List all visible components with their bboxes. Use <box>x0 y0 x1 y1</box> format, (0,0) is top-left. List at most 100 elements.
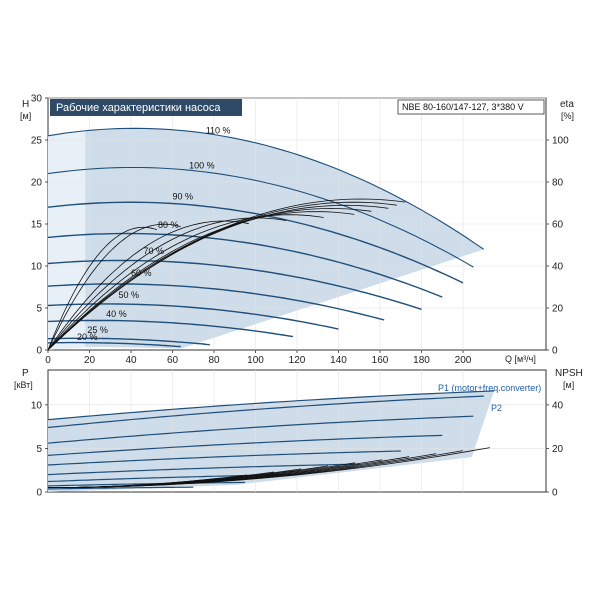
power-y-right-unit: [м] <box>563 380 574 390</box>
power-y-tick-label: 0 <box>36 488 42 499</box>
y-right-tick-label: 20 <box>552 304 564 315</box>
y-tick-label: 30 <box>31 94 43 105</box>
efficiency-curve <box>47 220 249 351</box>
y-right-label: eta <box>560 99 574 110</box>
title-box <box>50 99 242 116</box>
y-right-tick-label: 40 <box>552 262 564 273</box>
x-tick-label: 180 <box>413 355 430 366</box>
y-tick-label: 0 <box>36 346 42 357</box>
x-tick-label: 200 <box>455 355 472 366</box>
power-y-tick-label: 5 <box>36 444 42 455</box>
efficiency-curves <box>47 198 406 351</box>
speed-labels: 110 % 100 % 90 % 80 % 70 % 60 % 50 % 40 % 25 %20… <box>77 125 231 342</box>
power-y-tick-label: 10 <box>31 400 43 411</box>
power-y-right-tick-label: 40 <box>552 400 564 411</box>
speed-label: 40 % <box>106 309 127 319</box>
y-right-tick-label: 0 <box>552 346 558 357</box>
x-tick-label: 120 <box>289 355 306 366</box>
npsh-curves <box>48 447 491 488</box>
power-envelope-area <box>48 390 495 492</box>
efficiency-curve <box>47 211 355 351</box>
power-y-left-label: P <box>22 368 29 379</box>
efficiency-curve <box>47 223 181 351</box>
y-left-label: H <box>22 99 29 110</box>
y-right-unit: [%] <box>561 111 574 121</box>
x-tick-label: 80 <box>208 355 220 366</box>
x-tick-label: 20 <box>84 355 96 366</box>
speed-label: 60 % <box>131 268 152 278</box>
speed-label: 90 % <box>173 192 194 202</box>
power-curve <box>47 390 495 421</box>
power-y-right-label: NPSH <box>555 368 583 379</box>
x-axis-label: Q [м³/ч] <box>505 354 536 364</box>
power-y-left-ticks: 0 5 10 <box>31 400 48 499</box>
x-tick-label: 100 <box>247 355 264 366</box>
power-curve <box>47 395 484 429</box>
x-tick-label: 60 <box>167 355 179 366</box>
head-curve <box>47 319 294 338</box>
x-tick-label: 40 <box>125 355 137 366</box>
head-envelope-area <box>48 128 484 349</box>
power-y-right-ticks: 0 20 40 <box>546 400 564 499</box>
power-envelope-fill <box>48 390 495 492</box>
y-tick-label: 5 <box>36 304 42 315</box>
speed-label: 100 % <box>189 161 215 171</box>
speed-label: 70 % <box>143 246 164 256</box>
y-right-tick-label: 60 <box>552 220 564 231</box>
efficiency-curve <box>47 204 389 351</box>
power-curve <box>48 486 194 490</box>
x-ticks: 0 20 40 60 80 100 120 140 160 180 200 <box>45 350 472 366</box>
head-curve <box>47 341 181 348</box>
power-curve <box>47 415 474 444</box>
chart-title: Рабочие характеристики насоса <box>56 102 221 114</box>
efficiency-curve <box>47 226 158 351</box>
head-curve <box>47 259 422 310</box>
power-gridlines <box>48 370 546 492</box>
power-y-left-unit: [кВт] <box>14 380 33 390</box>
power-y-right-tick-label: 20 <box>552 444 564 455</box>
head-curve <box>47 127 485 250</box>
y-tick-label: 10 <box>31 262 43 273</box>
power-y-right-tick-label: 0 <box>552 488 558 499</box>
speed-label: 50 % <box>119 290 140 300</box>
head-curve <box>47 232 443 298</box>
head-envelope-low-flow <box>48 130 86 350</box>
head-curve <box>47 201 464 284</box>
y-right-ticks: 0 20 40 60 80 100 <box>546 136 569 357</box>
efficiency-curve <box>47 217 287 351</box>
model-label: NBE 80-160/147-127, 3*380 V <box>402 102 524 112</box>
speed-label: 25 % <box>87 325 108 335</box>
speed-label: 80 % <box>158 220 179 230</box>
power-curve <box>47 434 443 456</box>
head-panel: 110 %100 %90 %80 %70 %60 %50 %40 %25 %20… <box>20 94 574 367</box>
x-tick-label: 140 <box>330 355 347 366</box>
y-right-tick-label: 100 <box>552 136 569 147</box>
npsh-curve <box>48 447 491 488</box>
power-curve <box>47 463 360 476</box>
power-curves <box>47 390 495 490</box>
y-tick-label: 25 <box>31 136 43 147</box>
speed-label: 20 % <box>77 332 98 342</box>
power-curve <box>47 481 246 487</box>
head-curve <box>47 283 385 321</box>
model-box <box>397 99 545 115</box>
power-curve <box>47 450 401 466</box>
x-tick-label: 0 <box>45 355 51 366</box>
head-curve <box>47 303 339 330</box>
x-tick-label: 160 <box>372 355 389 366</box>
y-tick-label: 20 <box>31 178 43 189</box>
head-curve <box>47 337 210 346</box>
head-curves <box>47 127 485 348</box>
speed-label: 110 % <box>206 125 231 135</box>
legend-p1: P1 (motor+freq.converter) <box>438 383 541 393</box>
y-right-tick-label: 80 <box>552 178 564 189</box>
power-panel: 0 5 10 0 20 40 P [кВт] NPSH [м] P1 (motor+fr… <box>14 368 583 499</box>
y-left-unit: [м] <box>20 111 31 121</box>
y-left-ticks: 0 5 10 15 20 25 30 <box>31 94 48 357</box>
head-envelope-fill <box>48 128 484 350</box>
legend-p2: P2 <box>491 403 502 413</box>
efficiency-curve <box>47 207 372 351</box>
head-curve <box>47 166 474 268</box>
efficiency-curve <box>47 214 324 351</box>
